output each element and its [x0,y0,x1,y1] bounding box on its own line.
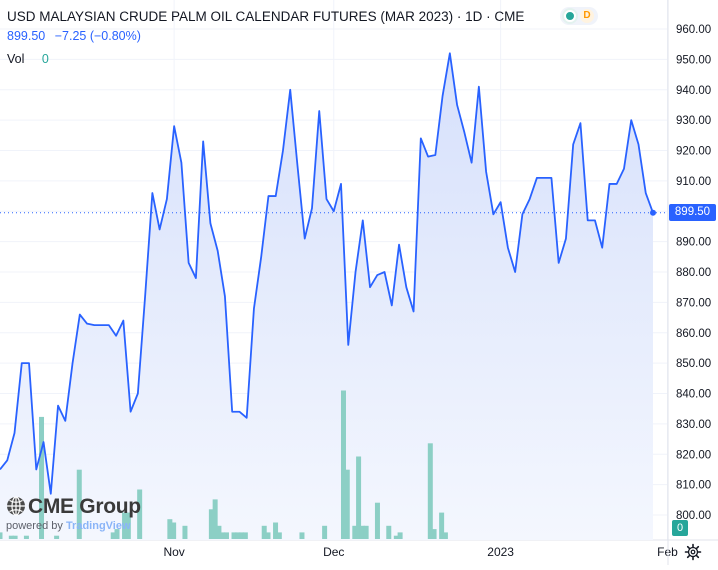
volume-bar [276,532,282,539]
x-tick-label: Dec [323,545,344,559]
last-price-dot [650,209,656,216]
brand-text: CME Group [28,495,141,518]
brand-name: CME Group [6,495,141,519]
volume-value: 0 [41,52,49,66]
y-tick-label: 850.00 [676,358,711,370]
volume-bar [393,535,399,539]
powered-by-label: powered by [6,520,63,532]
y-tick-label: 950.00 [676,54,711,66]
price-line [0,52,654,495]
y-tick-label: 810.00 [676,480,711,492]
volume-bar [239,532,245,539]
price-area [0,53,653,541]
volume-bar [359,525,365,539]
volume-bar [322,525,328,539]
volume-bar [114,529,120,539]
market-open-icon[interactable] [564,10,576,22]
volume-bar [386,525,392,539]
volume-bar [182,525,188,539]
volume-bar [344,469,350,539]
volume-bar [235,532,241,539]
y-tick-label: 910.00 [676,176,711,188]
volume-bar [122,512,128,539]
volume-bar [23,535,29,539]
volume-bar [442,532,448,539]
volume-axis-badge: 0 [672,520,688,536]
price-change-text: −7.25 (−0.80%) [54,29,141,43]
volume-bar [0,532,3,539]
volume-bar [167,519,173,539]
settings-gear-icon[interactable] [684,543,702,561]
delayed-data-icon[interactable]: D [580,9,594,23]
volume-bar [223,532,229,539]
volume-label: Vol [7,52,25,66]
x-tick-label: 2023 [487,545,514,559]
volume-bar [39,416,45,539]
volume-bar [299,532,305,539]
y-tick-label: 840.00 [676,389,711,401]
volume-bar [273,522,279,539]
powered-by: powered by TradingView [6,520,141,532]
volume-bar [8,535,14,539]
y-tick-label: 800.00 [676,510,711,522]
volume-bar [242,532,248,539]
volume-bar [12,535,18,539]
delayed-data-letter: D [583,10,591,21]
volume-bar [374,502,380,539]
y-tick-label: 940.00 [676,85,711,97]
volume-bar [363,525,369,539]
volume-bar [212,499,218,539]
volume-bar [352,525,358,539]
last-price-badge: 899.50 [669,204,716,222]
volume-bar [431,529,437,539]
y-tick-label: 890.00 [676,237,711,249]
status-indicators[interactable]: D [560,7,598,25]
volume-bar [216,525,222,539]
volume-bar [220,532,226,539]
cme-logo[interactable]: CME Group powered by TradingView [6,495,141,532]
volume-legend: Vol 0 [7,52,49,66]
volume-bar [137,489,143,539]
y-tick-label: 820.00 [676,449,711,461]
volume-bar [356,456,362,539]
volume-bar [340,390,346,539]
symbol-title: USD MALAYSIAN CRUDE PALM OIL CALENDAR FU… [7,9,525,24]
price-change-line: 899.50 −7.25 (−0.80%) [7,29,141,43]
volume-bar [231,532,237,539]
volume-bar [76,469,82,539]
volume-bar [208,509,214,539]
volume-bar [54,535,60,539]
last-price-text: 899.50 [7,29,46,43]
volume-bar [261,525,267,539]
volume-bar [265,532,271,539]
y-tick-label: 860.00 [676,328,711,340]
y-tick-label: 880.00 [676,267,711,279]
volume-bar [439,512,445,539]
globe-icon [7,496,25,516]
volume-bar [397,532,403,539]
y-tick-label: 830.00 [676,419,711,431]
y-tick-label: 930.00 [676,115,711,127]
volume-bar [110,532,116,539]
volume-bar [427,443,433,539]
y-tick-label: 920.00 [676,146,711,158]
tradingview-link[interactable]: TradingView [65,520,131,532]
x-tick-label: Nov [163,545,184,559]
y-tick-label: 960.00 [676,24,711,36]
volume-bar [125,512,131,539]
y-tick-label: 870.00 [676,297,711,309]
volume-bar [171,522,177,539]
